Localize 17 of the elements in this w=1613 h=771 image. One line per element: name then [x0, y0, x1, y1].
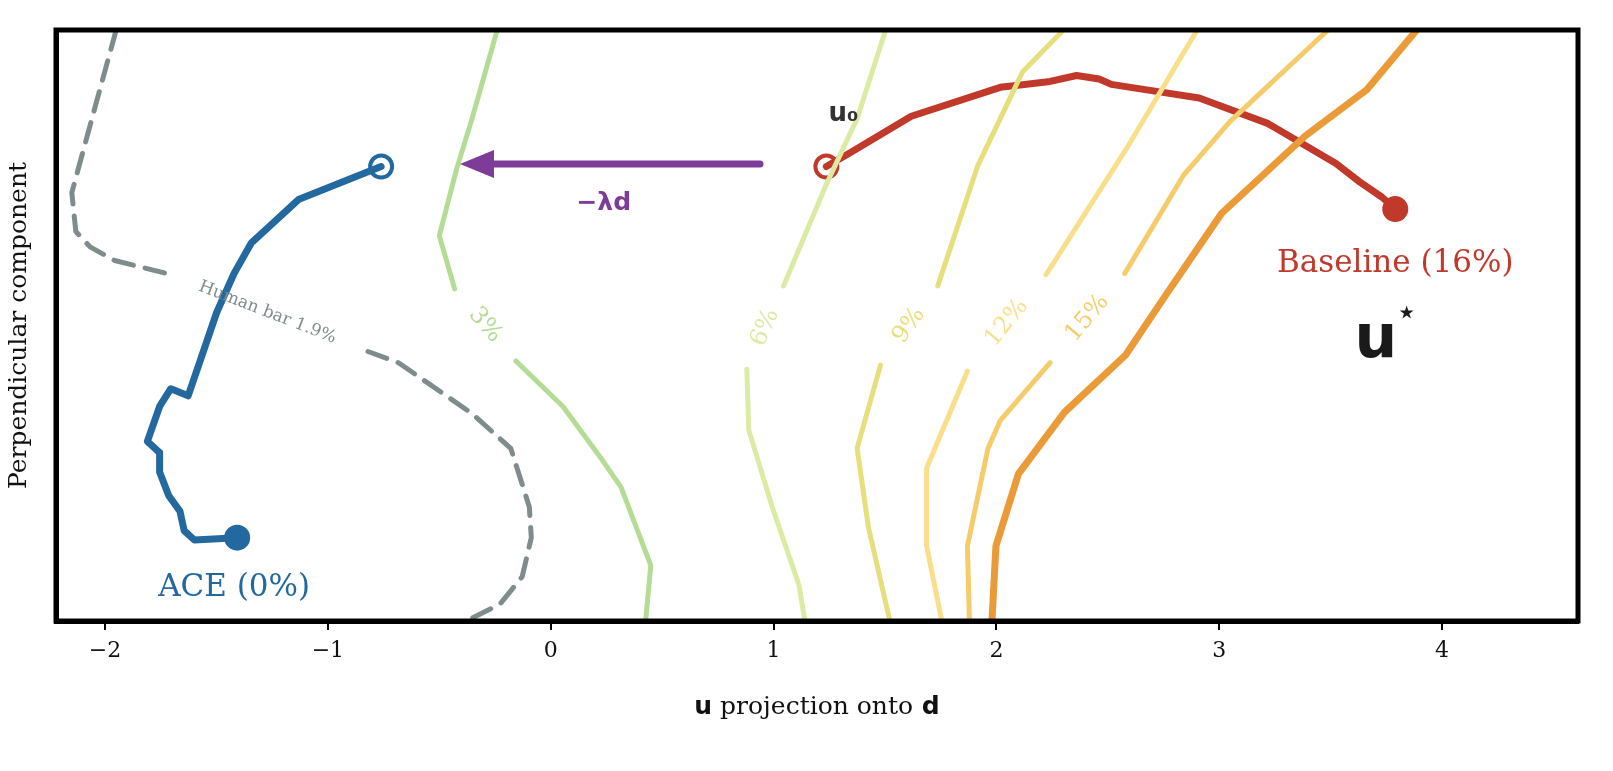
x-axis-title: u projection onto d	[694, 690, 940, 720]
x-tick-label: 3	[1212, 636, 1227, 662]
x-tick-label: 2	[989, 636, 1004, 662]
x-tick-label: −1	[311, 636, 345, 662]
annotation: −λd	[576, 187, 632, 217]
annotation: u⋆	[1354, 293, 1417, 371]
text: 3%	[463, 300, 510, 348]
text: 9%	[885, 300, 931, 349]
y-axis-title: Perpendicular component	[2, 161, 32, 490]
x-tick-label: −2	[88, 636, 122, 662]
x-tick-label: 1	[766, 636, 781, 662]
text: 6%	[743, 303, 785, 350]
annotation: ACE (0%)	[157, 566, 311, 603]
x-tick-label: 4	[1435, 636, 1450, 662]
annotation: Baseline (16%)	[1276, 243, 1514, 280]
x-tick-label: 0	[543, 636, 558, 662]
annotation: u₀	[828, 97, 859, 128]
